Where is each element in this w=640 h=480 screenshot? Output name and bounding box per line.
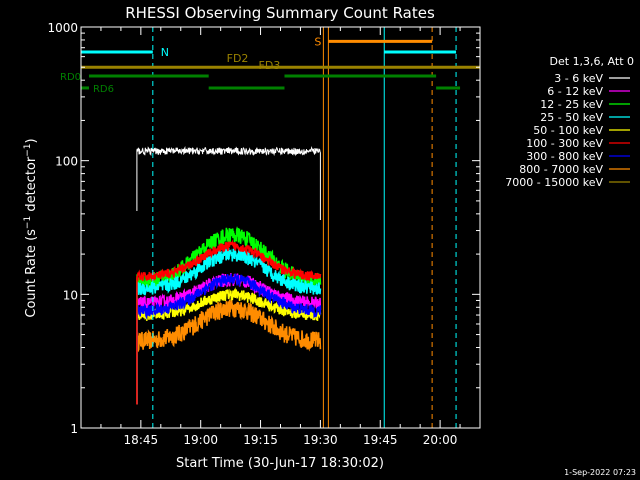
x-tick-label: 19:30 [303,433,338,447]
y-axis-label-main: Count Rate (s [24,229,39,318]
legend-label: 7000 - 15000 keV [505,176,603,189]
flare-fd2-label: FD2 [227,52,249,65]
y-tick-label: 10 [63,288,78,302]
x-tick-label: 20:00 [423,433,458,447]
series-line-3-6keV [136,145,321,220]
x-tick-label: 19:45 [363,433,398,447]
series-line-300-800keV [136,273,322,405]
x-tick-label: 19:15 [243,433,278,447]
chart-title: RHESSI Observing Summary Count Rates [125,4,435,22]
y-tick-label: 100 [55,155,78,169]
series-line-25-50keV [136,247,322,405]
legend-title: Det 1,3,6, Att 0 [550,55,634,68]
y-tick-label: 1 [70,422,78,436]
flare-fd3-label: FD3 [259,59,281,72]
y-axis-label-sup2: −1 [23,143,33,156]
x-axis-label: Start Time (30-Jun-17 18:30:02) [176,456,384,471]
night-label: N [161,46,169,59]
legend-label: 300 - 800 keV [526,150,603,163]
series-line-100-300keV [136,239,322,405]
rd0-label: RD0 [60,72,81,83]
legend-label: 3 - 6 keV [554,72,603,85]
x-tick-label: 19:00 [183,433,218,447]
legend-label: 50 - 100 keV [533,124,603,137]
series-line-800-7000keV [136,299,322,405]
legend-label: 100 - 300 keV [526,137,603,150]
y-axis-label-sup1: −1 [23,216,33,229]
legend-label: 12 - 25 keV [540,98,603,111]
saa-label: S [314,35,321,48]
y-axis-label-end: ) [24,138,39,143]
y-axis-label-mid: detector [24,156,39,216]
y-tick-label: 1000 [47,21,78,35]
y-axis-label: Count Rate (s−1 detector−1) [23,138,39,317]
legend-label: 800 - 7000 keV [519,163,603,176]
series-line-50-100keV [136,287,322,405]
footer-timestamp: 1-Sep-2022 07:23 [564,468,636,477]
x-tick-label: 18:45 [124,433,159,447]
legend-label: 6 - 12 keV [547,85,603,98]
rd6-label: RD6 [93,84,114,95]
legend-label: 25 - 50 keV [540,111,603,124]
